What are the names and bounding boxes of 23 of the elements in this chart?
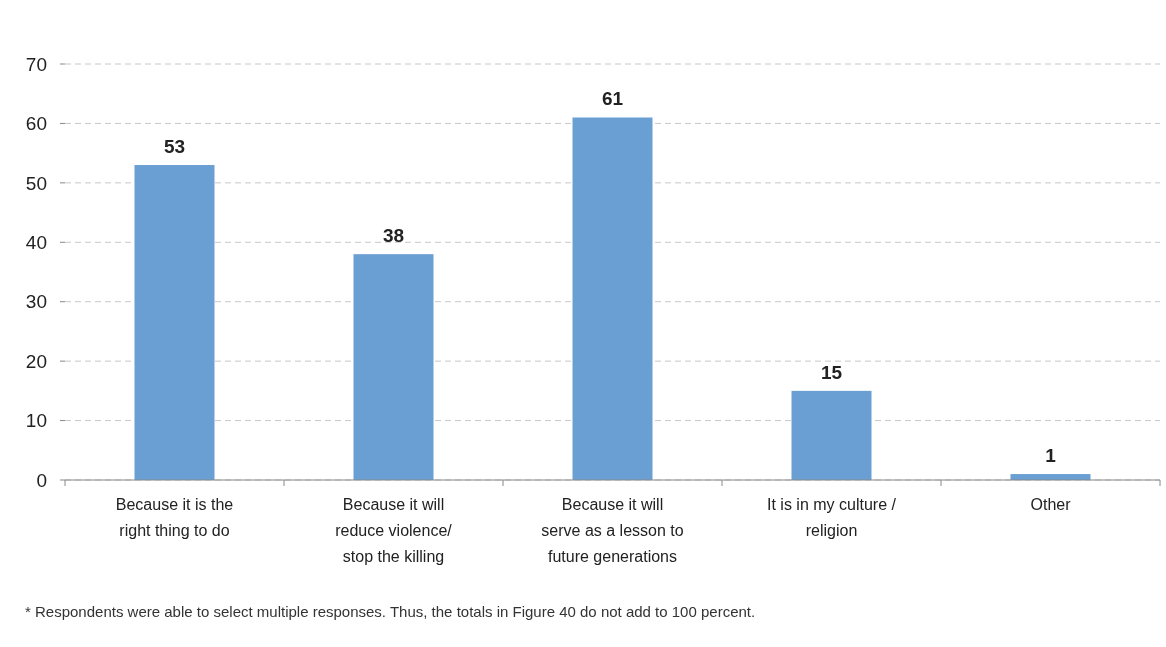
data-label: 15 — [820, 361, 843, 383]
data-label: 53 — [163, 136, 186, 158]
x-tick-label: It is in my culture / religion — [767, 496, 897, 539]
text: * Respondents were able to select multiple responses. Thus, the totals in Figure 40 do not add to 100 percent. — [25, 603, 756, 620]
y-tick-label: 50 — [25, 172, 47, 194]
data-label: 1 — [1045, 445, 1057, 467]
y-tick-label: 40 — [25, 231, 47, 253]
y-tick-label: 10 — [25, 410, 47, 432]
y-tick-label: 70 — [25, 53, 47, 75]
bar — [791, 390, 872, 480]
bar — [572, 117, 653, 480]
data-label: 38 — [382, 225, 405, 247]
y-tick-label: 20 — [25, 350, 47, 372]
y-tick-label: 0 — [36, 469, 47, 491]
data-label: 61 — [601, 88, 624, 110]
y-tick-label: 30 — [25, 291, 47, 313]
bar — [353, 254, 434, 480]
x-tick-label: Other — [1030, 496, 1072, 513]
x-tick-label: Because it will serve as a lesson to future generations — [541, 496, 684, 565]
x-tick-label: Because it will reduce violence/ stop the killing — [335, 496, 453, 565]
y-tick-label: 60 — [25, 113, 47, 135]
bar — [134, 165, 215, 480]
x-tick-label: Because it is the right thing to do — [115, 496, 234, 539]
